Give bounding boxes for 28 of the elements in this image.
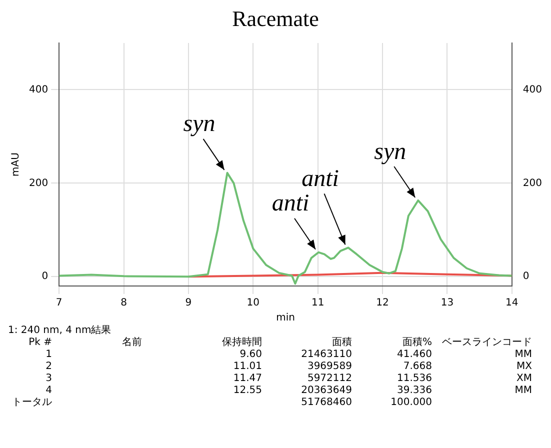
- y-tick-label: 200: [28, 178, 48, 189]
- y-axis-title: mAU: [10, 152, 22, 176]
- x-tick-label: 9: [185, 298, 192, 309]
- y2-tick-label: 0: [522, 271, 530, 282]
- x-tick-label: 12: [376, 298, 389, 309]
- text: 1 9.60 21463110 41.460 MM: [46, 349, 532, 360]
- y-tick-label: 0: [42, 271, 48, 282]
- annotation: anti: [302, 166, 339, 192]
- text: 4 12.55 20363649 39.336 MM: [46, 385, 532, 396]
- x-tick-label: 14: [506, 298, 518, 309]
- annotation: anti: [272, 190, 310, 217]
- x-tick-label: 8: [120, 298, 127, 309]
- x-tick-label: 11: [311, 298, 324, 309]
- text: 2 11.01 3969589 7.668 MX: [46, 361, 532, 372]
- text: Pk # 名前 保持時間 面積 面積% ベースラインコード: [28, 337, 532, 348]
- y2-tick-label: 200: [522, 178, 542, 189]
- text: トータル 51768460 100.000: [12, 397, 432, 408]
- x-tick-label: 10: [246, 298, 260, 309]
- x-axis-title: min: [276, 312, 295, 324]
- chart-title: Racemate: [231, 6, 320, 33]
- x-tick-label: 7: [56, 298, 62, 309]
- x-tick-label: 13: [440, 298, 454, 309]
- y-tick-label: 400: [28, 84, 48, 96]
- annotation: syn: [374, 138, 406, 165]
- y2-tick-label: 400: [522, 84, 542, 96]
- text: 1: 240 nm, 4 nm結果: [8, 324, 112, 337]
- annotation: syn: [183, 111, 216, 138]
- text: 3 11.47 5972112 11.536 XM: [46, 373, 532, 384]
